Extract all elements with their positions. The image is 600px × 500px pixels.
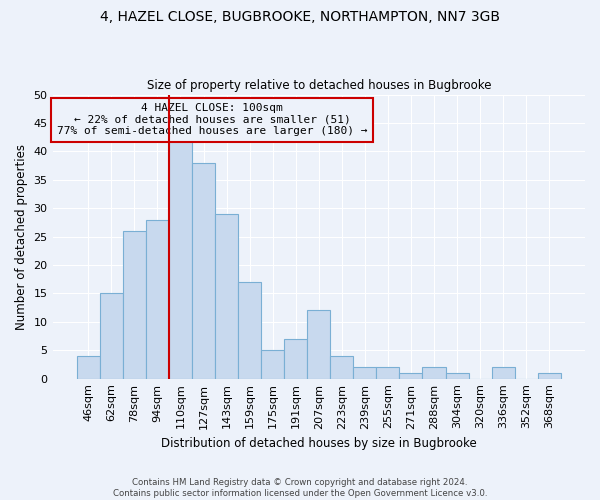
Y-axis label: Number of detached properties: Number of detached properties [15, 144, 28, 330]
Bar [215, 214, 238, 378]
Bar [261, 350, 284, 378]
X-axis label: Distribution of detached houses by size in Bugbrooke: Distribution of detached houses by size … [161, 437, 476, 450]
Bar [307, 310, 330, 378]
Bar [422, 368, 446, 378]
Text: Contains HM Land Registry data © Crown copyright and database right 2024.
Contai: Contains HM Land Registry data © Crown c… [113, 478, 487, 498]
Bar [169, 140, 192, 378]
Bar [192, 162, 215, 378]
Bar [77, 356, 100, 378]
Bar [238, 282, 261, 378]
Bar [330, 356, 353, 378]
Bar [491, 368, 515, 378]
Text: 4 HAZEL CLOSE: 100sqm
← 22% of detached houses are smaller (51)
77% of semi-deta: 4 HAZEL CLOSE: 100sqm ← 22% of detached … [57, 103, 368, 136]
Bar [538, 373, 561, 378]
Bar [146, 220, 169, 378]
Bar [100, 294, 123, 378]
Bar [123, 231, 146, 378]
Title: Size of property relative to detached houses in Bugbrooke: Size of property relative to detached ho… [146, 79, 491, 92]
Text: 4, HAZEL CLOSE, BUGBROOKE, NORTHAMPTON, NN7 3GB: 4, HAZEL CLOSE, BUGBROOKE, NORTHAMPTON, … [100, 10, 500, 24]
Bar [284, 339, 307, 378]
Bar [376, 368, 400, 378]
Bar [400, 373, 422, 378]
Bar [353, 368, 376, 378]
Bar [446, 373, 469, 378]
